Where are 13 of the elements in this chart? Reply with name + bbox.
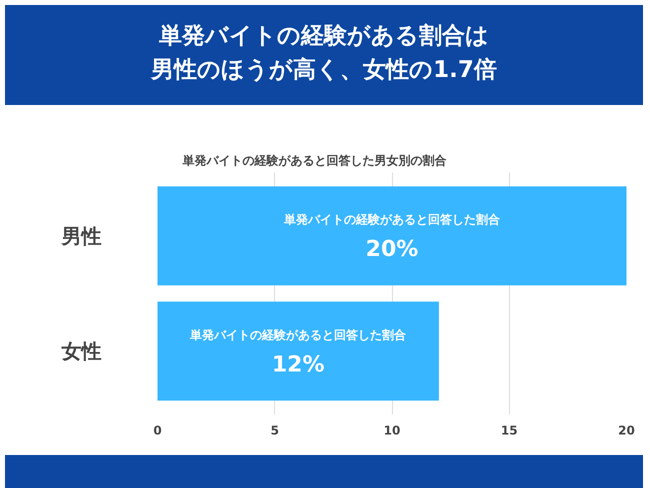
x-tick-label: 15 [500, 424, 518, 438]
x-tick-label: 20 [618, 424, 635, 438]
y-tick-label: 男性 [60, 224, 102, 248]
annotation: 単発バイトの経験があると回答した割合 [189, 328, 408, 342]
y-tick-label: 女性 [60, 339, 102, 364]
chart-subtitle: 単発バイトの経験があると回答した男女別の割合 [182, 154, 448, 168]
chart-title: 単発バイトの経験がある割合は男性のほうが高く、女性の1.7倍 [150, 22, 498, 85]
x-tick-label: 10 [384, 424, 400, 438]
x-tick-label: 5 [270, 424, 279, 438]
annotation: 単発バイトの経験があると回答した割合 [283, 212, 501, 227]
data-label: 12% [272, 352, 325, 378]
data-label: 20% [366, 237, 418, 262]
x-tick-label: 0 [153, 424, 162, 438]
